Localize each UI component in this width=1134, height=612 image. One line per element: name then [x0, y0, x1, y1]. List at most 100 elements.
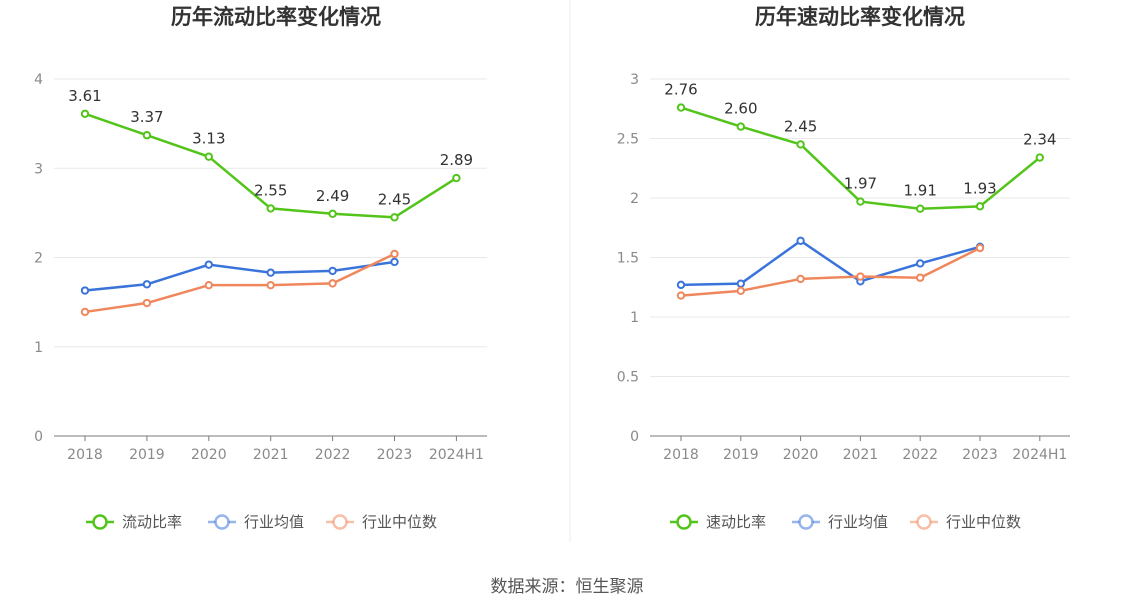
legend-item: 行业中位数 [910, 513, 1021, 531]
data-point [390, 249, 399, 259]
data-point [328, 279, 337, 288]
data-point [204, 280, 214, 290]
data-label: 3.61 [68, 87, 101, 105]
legend-label: 行业均值 [244, 513, 304, 531]
data-point [80, 109, 90, 119]
data-point [676, 291, 686, 300]
data-label: 2.89 [440, 151, 473, 169]
quick-ratio-chart: 历年速动比率变化情况 0 0.5 1 1.5 2 2.5 3 2018 2019 2020 2021 2… [617, 5, 1070, 531]
data-point [916, 259, 925, 268]
data-point [736, 122, 745, 131]
y-tick-label: 3 [630, 72, 639, 88]
legend-item: 行业均值 [792, 513, 888, 531]
x-tick-label: 2022 [315, 447, 351, 463]
x-tick-label: 2020 [783, 447, 819, 463]
data-point [80, 286, 90, 295]
y-tick-label: 2 [34, 251, 43, 267]
series-line [680, 246, 981, 297]
data-point [452, 173, 461, 183]
data-point [328, 209, 337, 218]
legend-item: 行业中位数 [326, 513, 437, 531]
data-point [736, 286, 745, 296]
data-label: 3.13 [192, 130, 225, 148]
data-point [266, 280, 275, 290]
legend-label: 流动比率 [122, 513, 182, 531]
data-point [142, 131, 152, 140]
x-tick-label: 2023 [377, 447, 413, 463]
x-tick-label: 2018 [67, 447, 103, 463]
legend-marker [92, 514, 108, 530]
data-point [142, 298, 152, 308]
legend-label: 速动比率 [706, 513, 766, 531]
x-tick-label: 2021 [253, 447, 289, 463]
chart-title: 历年速动比率变化情况 [755, 5, 965, 29]
y-tick-label: 1 [630, 310, 639, 326]
data-point [856, 197, 865, 206]
chart-title: 历年流动比率变化情况 [171, 5, 381, 29]
y-tick-label: 0 [630, 429, 639, 445]
legend-label: 行业中位数 [946, 513, 1021, 531]
y-tick-label: 1 [34, 340, 43, 356]
series-line [84, 252, 396, 314]
data-point [676, 280, 686, 290]
data-point [975, 202, 985, 211]
data-point [736, 279, 745, 288]
legend-marker [214, 514, 230, 530]
data-point [204, 152, 214, 161]
data-point [266, 268, 275, 277]
x-tick-label: 2024H1 [429, 447, 484, 463]
legend-marker [676, 514, 692, 530]
y-tick-label: 2.5 [617, 132, 639, 148]
data-label: 2.45 [784, 117, 817, 135]
legend-marker [332, 514, 348, 530]
y-tick-label: 0.5 [617, 370, 639, 386]
data-label: 2.45 [378, 190, 411, 208]
legend-label: 行业均值 [828, 513, 888, 531]
data-point [856, 272, 865, 281]
x-tick-label: 2023 [962, 447, 998, 463]
data-point [266, 204, 275, 213]
data-label: 3.37 [130, 108, 163, 126]
y-tick-label: 3 [34, 161, 43, 177]
x-tick-label: 2024H1 [1012, 447, 1067, 463]
data-label: 1.93 [963, 179, 996, 197]
data-point [390, 257, 399, 267]
source-note: 数据来源：恒生聚源 [491, 577, 644, 597]
data-point [328, 266, 337, 276]
data-point [1035, 153, 1045, 162]
data-point [80, 307, 90, 317]
y-tick-label: 2 [630, 191, 639, 207]
legend-marker [798, 514, 814, 530]
data-label: 1.97 [844, 175, 877, 193]
data-point [796, 140, 805, 149]
legend-item: 速动比率 [670, 513, 766, 531]
data-point [916, 273, 925, 282]
data-label: 2.76 [664, 81, 697, 99]
data-point [916, 204, 925, 213]
data-label: 2.49 [316, 187, 349, 205]
data-label: 2.60 [724, 100, 757, 118]
x-tick-label: 2018 [663, 447, 699, 463]
legend-marker [916, 514, 932, 530]
data-label: 2.55 [254, 181, 287, 199]
data-label: 2.34 [1023, 131, 1056, 149]
legend-item: 流动比率 [86, 513, 182, 531]
series-line [680, 239, 981, 287]
data-point [975, 243, 985, 253]
y-tick-label: 0 [34, 429, 43, 445]
legend-label: 行业中位数 [362, 513, 437, 531]
data-point [142, 280, 152, 289]
legend-item: 行业均值 [208, 513, 304, 531]
data-point [796, 274, 805, 284]
data-point [204, 260, 214, 269]
data-label: 1.91 [903, 182, 936, 200]
x-tick-label: 2020 [191, 447, 227, 463]
x-tick-label: 2019 [129, 447, 165, 463]
x-tick-label: 2019 [723, 447, 759, 463]
data-point [796, 236, 805, 246]
x-tick-label: 2021 [843, 447, 879, 463]
data-point [390, 213, 399, 222]
y-tick-label: 1.5 [617, 251, 639, 267]
current-ratio-chart: 历年流动比率变化情况 0 1 2 3 4 2018 2019 2020 2021 2022 2023 2… [34, 5, 487, 531]
